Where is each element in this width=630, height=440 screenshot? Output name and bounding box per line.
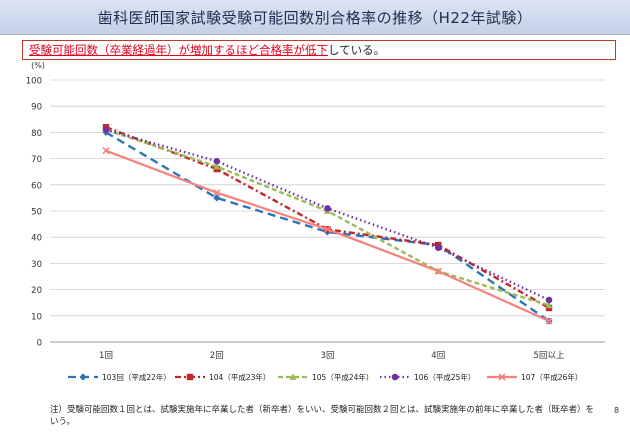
- data-point: [545, 301, 553, 309]
- y-tick-label: 50: [31, 208, 42, 218]
- legend-swatch-marker: [186, 373, 194, 381]
- series-line-2: [105, 126, 550, 309]
- y-tick-label: 70: [31, 155, 42, 165]
- data-point: [102, 126, 110, 134]
- callout-highlight: 受験可能回数（卒業経過年）が増加するほど合格率が低下: [29, 43, 328, 57]
- legend-swatch-marker: [391, 373, 399, 381]
- legend-label: 106（平成25年）: [414, 372, 475, 382]
- y-tick-label: 100: [26, 77, 42, 87]
- series-line-3: [105, 128, 550, 307]
- series-line-5: [105, 149, 550, 323]
- x-tick-label: 2回: [210, 351, 224, 361]
- legend-label: 105（平成24年）: [312, 372, 373, 382]
- legend-label: 103回（平成22年）: [102, 372, 171, 382]
- y-tick-label: 0: [37, 339, 42, 349]
- y-tick-label: 10: [31, 312, 42, 322]
- data-point: [102, 147, 110, 155]
- y-tick-label: 80: [31, 129, 42, 139]
- page-title: 歯科医師国家試験受験可能回数別合格率の推移（H22年試験）: [97, 9, 533, 27]
- data-point: [545, 317, 553, 325]
- data-point: [434, 267, 442, 275]
- series-line-1: [105, 131, 550, 323]
- y-tick-label: 90: [31, 103, 42, 113]
- data-point: [213, 162, 221, 170]
- data-point: [213, 189, 221, 197]
- callout-rest: している。: [328, 43, 386, 57]
- data-point: [213, 157, 221, 165]
- x-tick-label: 3回: [321, 351, 335, 361]
- legend-label: 104（平成23年）: [209, 372, 270, 382]
- legend-swatch-marker: [289, 373, 297, 380]
- y-tick-label: 40: [31, 234, 42, 244]
- y-tick-label: 20: [31, 286, 42, 296]
- legend-swatch-marker: [498, 373, 506, 381]
- legend-swatch-marker: [79, 373, 87, 381]
- data-point: [545, 296, 553, 304]
- page-number: 8: [614, 406, 620, 415]
- y-tick-label: 60: [31, 181, 42, 191]
- data-point: [324, 205, 331, 212]
- data-point: [213, 194, 221, 202]
- summary-callout: 受験可能回数（卒業経過年）が増加するほど合格率が低下している。: [22, 40, 616, 60]
- y-axis-unit: (%): [31, 61, 45, 70]
- x-tick-label: 4回: [431, 351, 445, 361]
- footnote: 注）受験可能回数１回とは、試験実施年に卒業した者（新卒者）をいい、受験可能回数２…: [50, 405, 595, 427]
- data-point: [323, 225, 332, 233]
- legend-label: 107（平成26年）: [521, 372, 582, 382]
- data-point: [434, 244, 442, 251]
- x-tick-label: 5回以上: [534, 351, 565, 361]
- x-tick-label: 1回: [99, 351, 113, 361]
- title-bar: 歯科医師国家試験受験可能回数別合格率の推移（H22年試験）: [0, 0, 630, 35]
- y-tick-label: 30: [31, 260, 42, 270]
